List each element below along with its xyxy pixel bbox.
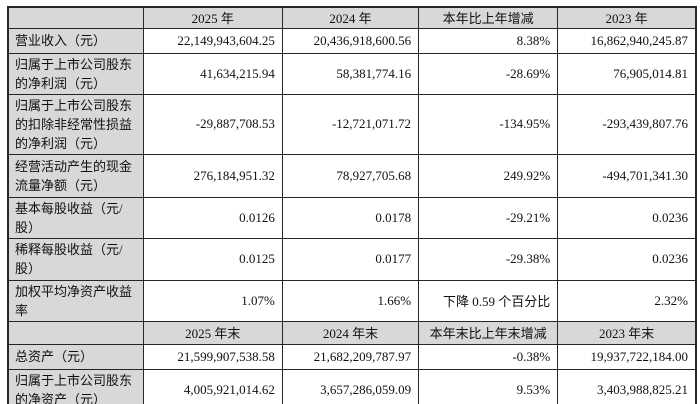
- row-net-profit-attributable: 归属于上市公司股东的净利润（元） 41,634,215.94 58,381,77…: [7, 52, 697, 95]
- value-2023: -293,439,807.76: [557, 93, 697, 155]
- corner-empty-cell: [7, 6, 144, 29]
- header-2025-end: 2025 年末: [142, 320, 283, 345]
- value-2025: 276,184,951.32: [142, 153, 283, 198]
- value-2023: 19,937,722,184.00: [557, 343, 697, 370]
- financial-summary-table: 2025 年 2024 年 本年比上年增减 2023 年 营业收入（元） 22,…: [7, 6, 697, 404]
- value-2023: 0.0236: [557, 196, 697, 239]
- period-end-header-row: 2025 年末 2024 年末 本年末比上年末增减 2023 年末: [7, 320, 697, 345]
- value-change: 9.53%: [418, 368, 559, 404]
- row-basic-eps: 基本每股收益（元/股） 0.0126 0.0178 -29.21% 0.0236: [7, 196, 697, 239]
- row-label: 总资产（元）: [7, 343, 144, 370]
- value-2023: 3,403,988,825.21: [557, 368, 697, 404]
- value-change: 下降 0.59 个百分比: [418, 279, 559, 322]
- header-2023-end: 2023 年末: [557, 320, 697, 345]
- value-2024: 21,682,209,787.97: [281, 343, 420, 370]
- header-2024: 2024 年: [281, 6, 420, 29]
- row-label: 归属于上市公司股东的净利润（元）: [7, 52, 144, 95]
- value-2024: 0.0177: [281, 237, 420, 281]
- header-2023: 2023 年: [557, 6, 697, 29]
- period-header-row: 2025 年 2024 年 本年比上年增减 2023 年: [7, 6, 697, 29]
- row-total-assets: 总资产（元） 21,599,907,538.58 21,682,209,787.…: [7, 343, 697, 370]
- row-diluted-eps: 稀释每股收益（元/股） 0.0125 0.0177 -29.38% 0.0236: [7, 237, 697, 281]
- value-2024: 1.66%: [281, 279, 420, 322]
- value-2023: 76,905,014.81: [557, 52, 697, 95]
- value-change: -29.21%: [418, 196, 559, 239]
- row-label: 经营活动产生的现金流量净额（元）: [7, 153, 144, 198]
- row-label: 营业收入（元）: [7, 27, 144, 54]
- value-2024: 0.0178: [281, 196, 420, 239]
- row-label: 加权平均净资产收益率: [7, 279, 144, 322]
- row-net-profit-excl-nonrecurring: 归属于上市公司股东的扣除非经常性损益的净利润（元） -29,887,708.53…: [7, 93, 697, 155]
- value-change: -0.38%: [418, 343, 559, 370]
- value-2025: 4,005,921,014.62: [142, 368, 283, 404]
- value-change: 249.92%: [418, 153, 559, 198]
- row-label: 稀释每股收益（元/股）: [7, 237, 144, 281]
- value-2025: -29,887,708.53: [142, 93, 283, 155]
- value-2025: 0.0126: [142, 196, 283, 239]
- value-2024: 20,436,918,600.56: [281, 27, 420, 54]
- header-yoy-change: 本年比上年增减: [418, 6, 559, 29]
- row-label: 归属于上市公司股东的净资产（元）: [7, 368, 144, 404]
- value-2025: 41,634,215.94: [142, 52, 283, 95]
- row-weighted-avg-roe: 加权平均净资产收益率 1.07% 1.66% 下降 0.59 个百分比 2.32…: [7, 279, 697, 322]
- value-change: -29.38%: [418, 237, 559, 281]
- row-net-assets-attributable: 归属于上市公司股东的净资产（元） 4,005,921,014.62 3,657,…: [7, 368, 697, 404]
- value-2023: 0.0236: [557, 237, 697, 281]
- value-2024: -12,721,071.72: [281, 93, 420, 155]
- value-2025: 22,149,943,604.25: [142, 27, 283, 54]
- value-2023: 16,862,940,245.87: [557, 27, 697, 54]
- value-2025: 1.07%: [142, 279, 283, 322]
- value-2025: 21,599,907,538.58: [142, 343, 283, 370]
- value-2025: 0.0125: [142, 237, 283, 281]
- value-change: 8.38%: [418, 27, 559, 54]
- row-operating-cash-flow: 经营活动产生的现金流量净额（元） 276,184,951.32 78,927,7…: [7, 153, 697, 198]
- header-2025: 2025 年: [142, 6, 283, 29]
- header-end-change: 本年末比上年末增减: [418, 320, 559, 345]
- row-label: 归属于上市公司股东的扣除非经常性损益的净利润（元）: [7, 93, 144, 155]
- value-2024: 58,381,774.16: [281, 52, 420, 95]
- header-2024-end: 2024 年末: [281, 320, 420, 345]
- row-operating-revenue: 营业收入（元） 22,149,943,604.25 20,436,918,600…: [7, 27, 697, 54]
- value-2023: -494,701,341.30: [557, 153, 697, 198]
- value-change: -134.95%: [418, 93, 559, 155]
- value-2023: 2.32%: [557, 279, 697, 322]
- value-change: -28.69%: [418, 52, 559, 95]
- row-label: 基本每股收益（元/股）: [7, 196, 144, 239]
- value-2024: 3,657,286,059.09: [281, 368, 420, 404]
- value-2024: 78,927,705.68: [281, 153, 420, 198]
- corner-empty-cell: [7, 320, 144, 345]
